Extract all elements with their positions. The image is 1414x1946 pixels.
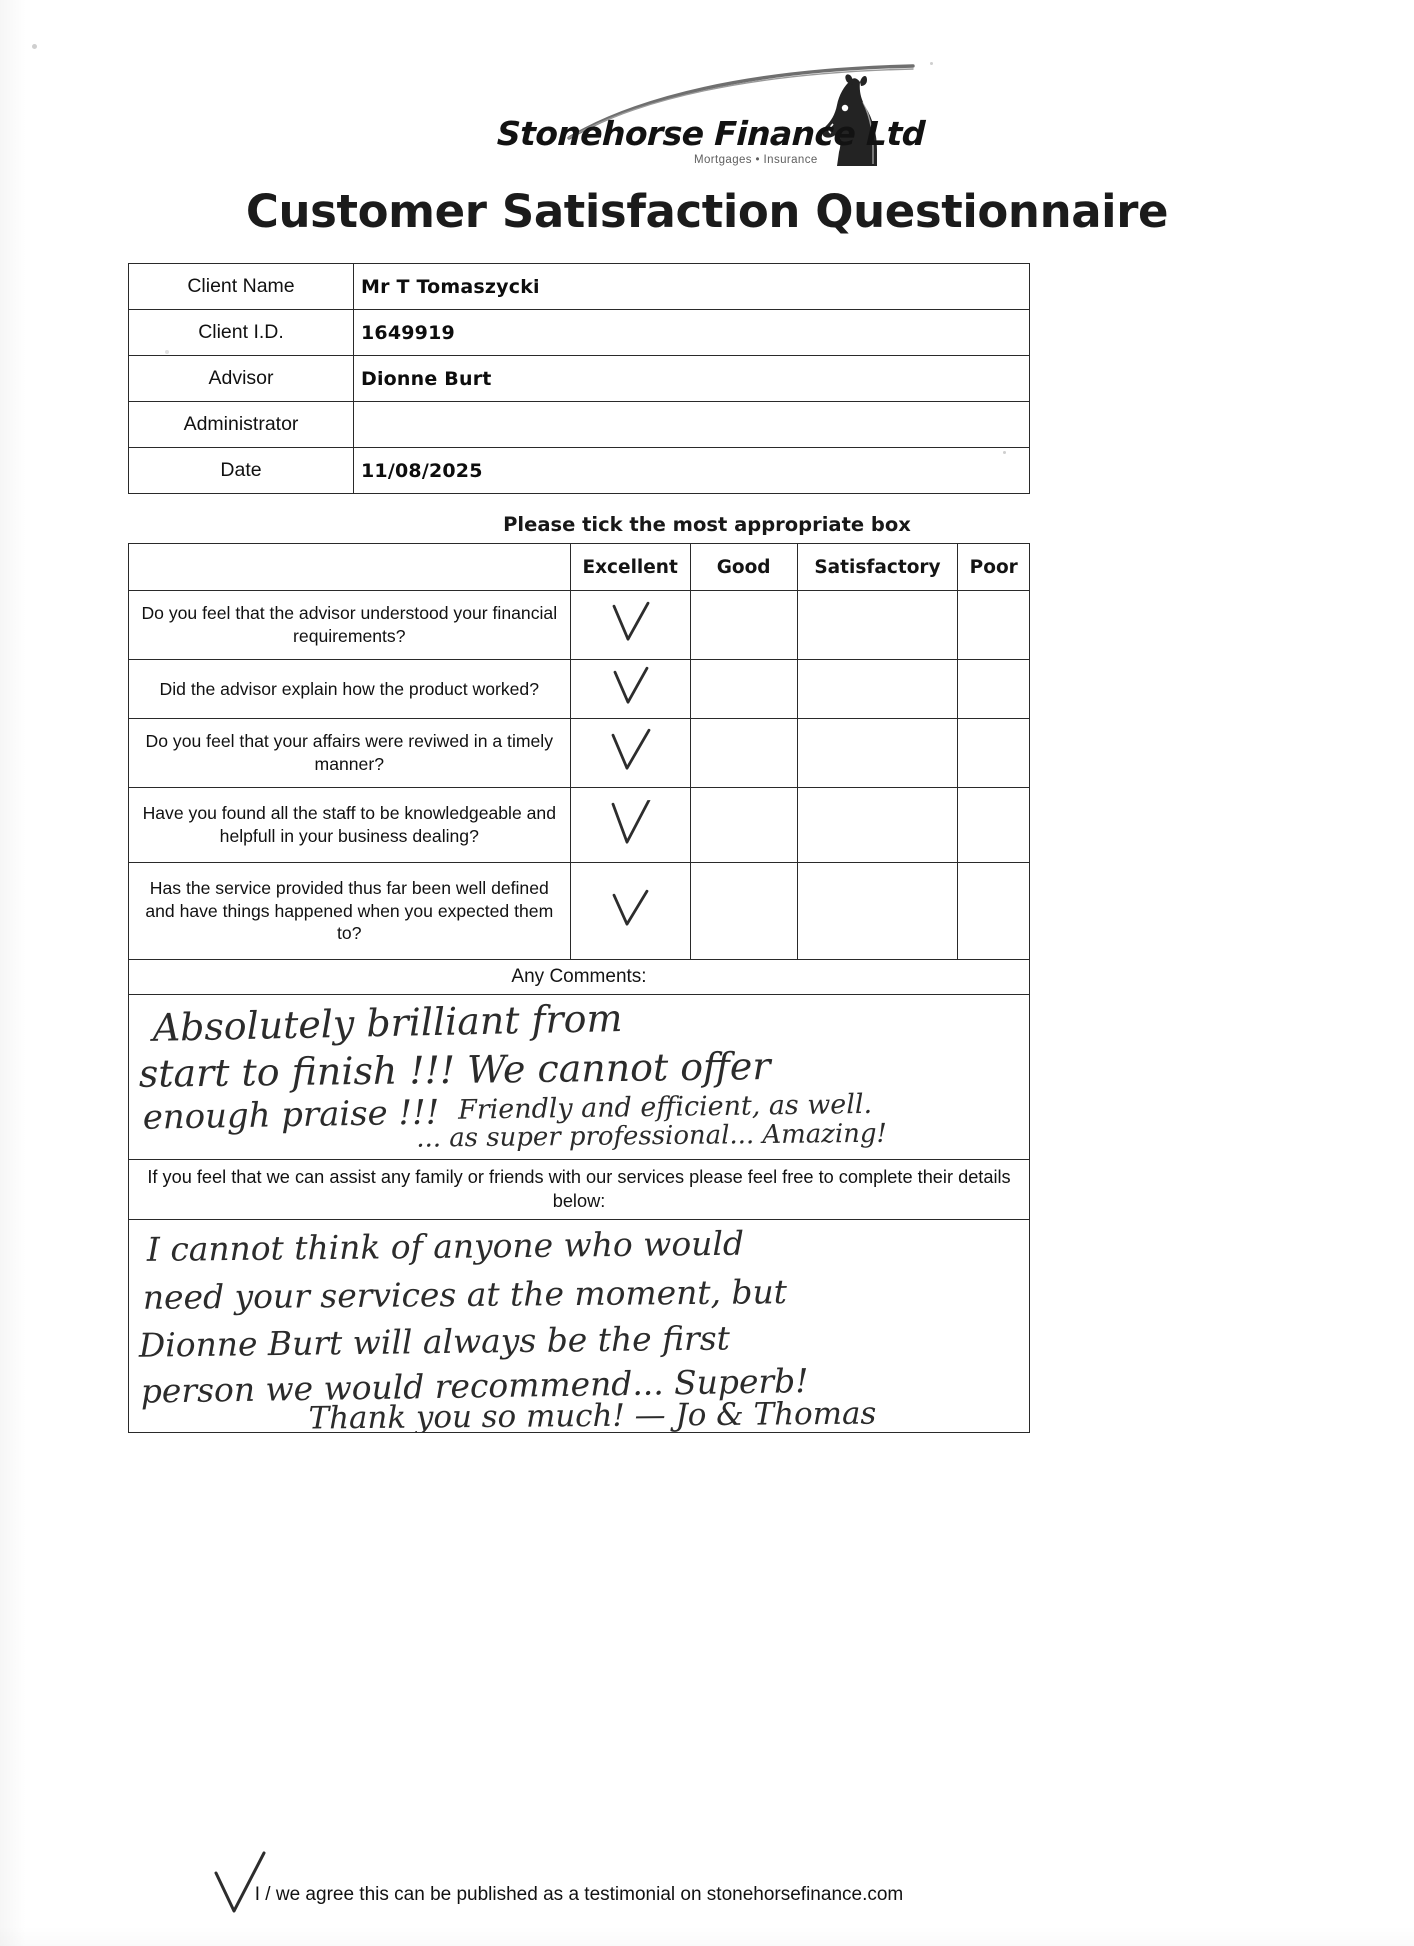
testimonial-agreement-text: I / we agree this can be published as a … xyxy=(254,1884,904,1905)
handwriting-line: Thank you so much! — Jo & Thomas xyxy=(308,1395,876,1432)
scan-speck xyxy=(930,62,933,65)
field-label-client-id: Client I.D. xyxy=(128,309,354,356)
question-text-3: Do you feel that your affairs were reviw… xyxy=(128,718,571,788)
tick-icon xyxy=(612,601,650,641)
field-value-client-name[interactable]: Mr T Tomaszycki xyxy=(353,263,1030,310)
question-text-2: Did the advisor explain how the product … xyxy=(128,659,571,719)
rating-cell-satisfactory-5[interactable] xyxy=(796,862,959,960)
field-label-administrator: Administrator xyxy=(128,401,354,448)
table-row: Do you feel that the advisor understood … xyxy=(128,590,1030,660)
question-text-5: Has the service provided thus far been w… xyxy=(128,862,571,960)
handwritten-comments: Absolutely brilliant from start to finis… xyxy=(139,996,887,1154)
rating-cell-excellent-3[interactable] xyxy=(569,718,691,788)
column-header-question xyxy=(128,543,571,591)
rating-cell-excellent-5[interactable] xyxy=(569,862,691,960)
handwriting-line: Friendly and efficient, as well. xyxy=(457,1089,872,1126)
handwriting-line: Absolutely brilliant from xyxy=(149,996,623,1050)
table-row: Advisor Dionne Burt xyxy=(128,355,1030,402)
table-row: Do you feel that your affairs were reviw… xyxy=(128,718,1030,788)
scan-speck xyxy=(32,44,37,49)
rating-cell-poor-5[interactable] xyxy=(957,862,1030,960)
logo-tagline: Mortgages • Insurance xyxy=(694,154,818,166)
tick-icon xyxy=(611,728,651,770)
handwriting-line: enough praise !!! xyxy=(142,1093,439,1137)
table-row: Any Comments: xyxy=(128,959,1030,995)
field-value-administrator[interactable] xyxy=(353,401,1030,448)
handwriting-line: need your services at the moment, but xyxy=(143,1272,788,1317)
handwriting-line: start to finish !!! We cannot offer xyxy=(139,1044,773,1096)
rating-cell-good-2[interactable] xyxy=(689,659,798,719)
column-header-poor: Poor xyxy=(957,543,1030,591)
field-value-advisor[interactable]: Dionne Burt xyxy=(353,355,1030,402)
table-row: Date 11/08/2025 xyxy=(128,447,1030,494)
handwriting-line: I cannot think of anyone who would xyxy=(146,1223,744,1268)
field-label-date: Date xyxy=(128,447,354,494)
column-header-satisfactory: Satisfactory xyxy=(796,543,959,591)
rating-cell-satisfactory-2[interactable] xyxy=(796,659,959,719)
table-row: Has the service provided thus far been w… xyxy=(128,862,1030,960)
referral-handwriting-area[interactable]: I cannot think of anyone who would need … xyxy=(128,1219,1030,1434)
table-row: I cannot think of anyone who would need … xyxy=(128,1219,1030,1434)
rating-cell-satisfactory-3[interactable] xyxy=(796,718,959,788)
column-header-good: Good xyxy=(689,543,798,591)
column-header-excellent: Excellent xyxy=(569,543,691,591)
rating-cell-good-4[interactable] xyxy=(689,787,798,863)
rating-cell-poor-1[interactable] xyxy=(957,590,1030,660)
tick-instruction: Please tick the most appropriate box xyxy=(503,513,911,536)
field-label-client-name: Client Name xyxy=(128,263,354,310)
company-logo: Stonehorse Finance Ltd Mortgages • Insur… xyxy=(0,62,1414,182)
logo-company-name: Stonehorse Finance Ltd xyxy=(496,114,926,153)
field-value-client-id[interactable]: 1649919 xyxy=(353,309,1030,356)
field-value-date[interactable]: 11/08/2025 xyxy=(353,447,1030,494)
rating-cell-satisfactory-1[interactable] xyxy=(796,590,959,660)
rating-cell-excellent-1[interactable] xyxy=(569,590,691,660)
rating-header-row: Excellent Good Satisfactory Poor xyxy=(128,543,1030,591)
rating-cell-good-3[interactable] xyxy=(689,718,798,788)
table-row: Client Name Mr T Tomaszycki xyxy=(128,263,1030,310)
comments-handwriting-area[interactable]: Absolutely brilliant from start to finis… xyxy=(128,994,1030,1160)
table-row: Client I.D. 1649919 xyxy=(128,309,1030,356)
field-label-advisor: Advisor xyxy=(128,355,354,402)
table-row: Administrator xyxy=(128,401,1030,448)
table-row: Did the advisor explain how the product … xyxy=(128,659,1030,719)
rating-cell-poor-4[interactable] xyxy=(957,787,1030,863)
question-text-4: Have you found all the staff to be knowl… xyxy=(128,787,571,863)
signature-tick-icon xyxy=(214,1851,266,1913)
rating-cell-poor-2[interactable] xyxy=(957,659,1030,719)
rating-cell-satisfactory-4[interactable] xyxy=(796,787,959,863)
horse-head-icon xyxy=(822,74,877,166)
table-row: Have you found all the staff to be knowl… xyxy=(128,787,1030,863)
rating-cell-good-1[interactable] xyxy=(689,590,798,660)
handwritten-referral: I cannot think of anyone who would need … xyxy=(138,1223,877,1432)
question-text-1: Do you feel that the advisor understood … xyxy=(128,590,571,660)
handwriting-line: ... as super professional... Amazing! xyxy=(416,1119,887,1154)
referral-instruction: If you feel that we can assist any famil… xyxy=(128,1158,1030,1221)
table-row: Absolutely brilliant from start to finis… xyxy=(128,994,1030,1160)
rating-cell-poor-3[interactable] xyxy=(957,718,1030,788)
tick-icon xyxy=(613,666,649,704)
rating-table: Excellent Good Satisfactory Poor Do you … xyxy=(128,543,1030,1434)
table-row: If you feel that we can assist any famil… xyxy=(128,1158,1030,1221)
comments-header: Any Comments: xyxy=(128,959,1030,995)
rating-cell-good-5[interactable] xyxy=(689,862,798,960)
tick-icon xyxy=(612,889,649,926)
handwriting-line: Dionne Burt will always be the first xyxy=(138,1318,731,1364)
tick-icon xyxy=(611,800,651,844)
rating-cell-excellent-4[interactable] xyxy=(569,787,691,863)
page-title: Customer Satisfaction Questionnaire xyxy=(245,185,1169,238)
client-info-table: Client Name Mr T Tomaszycki Client I.D. … xyxy=(128,263,1030,494)
rating-cell-excellent-2[interactable] xyxy=(569,659,691,719)
